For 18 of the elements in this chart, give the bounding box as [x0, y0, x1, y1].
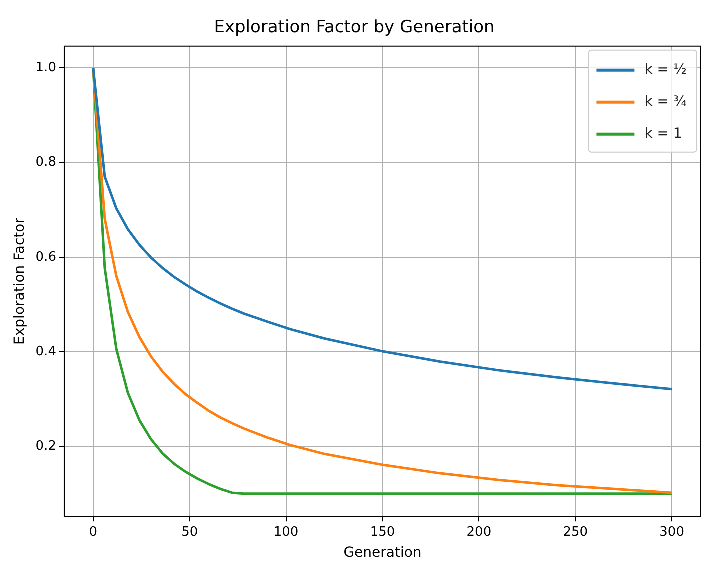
x-tick-label: 300: [660, 524, 684, 540]
x-tick-label: 50: [182, 524, 198, 540]
x-tick-label: 150: [370, 524, 396, 540]
legend-label: k = ½: [644, 62, 688, 78]
chart-title: Exploration Factor by Generation: [214, 18, 495, 38]
x-tick-label: 250: [563, 524, 588, 540]
x-tick-label: 100: [274, 524, 299, 540]
legend-label: k = ¾: [644, 94, 688, 110]
x-axis-title: Generation: [344, 545, 422, 562]
y-tick-label: 0.2: [36, 438, 56, 454]
y-tick-label: 0.6: [36, 250, 56, 265]
x-tick-label: 0: [89, 524, 98, 540]
y-axis-title: Exploration Factor: [12, 218, 28, 345]
y-tick-label: 0.8: [36, 155, 56, 170]
x-tick-label: 200: [466, 524, 492, 540]
y-tick-label: 0.4: [36, 344, 56, 360]
y-tick-label: 1.0: [36, 60, 56, 76]
legend-label: k = 1: [644, 126, 682, 142]
